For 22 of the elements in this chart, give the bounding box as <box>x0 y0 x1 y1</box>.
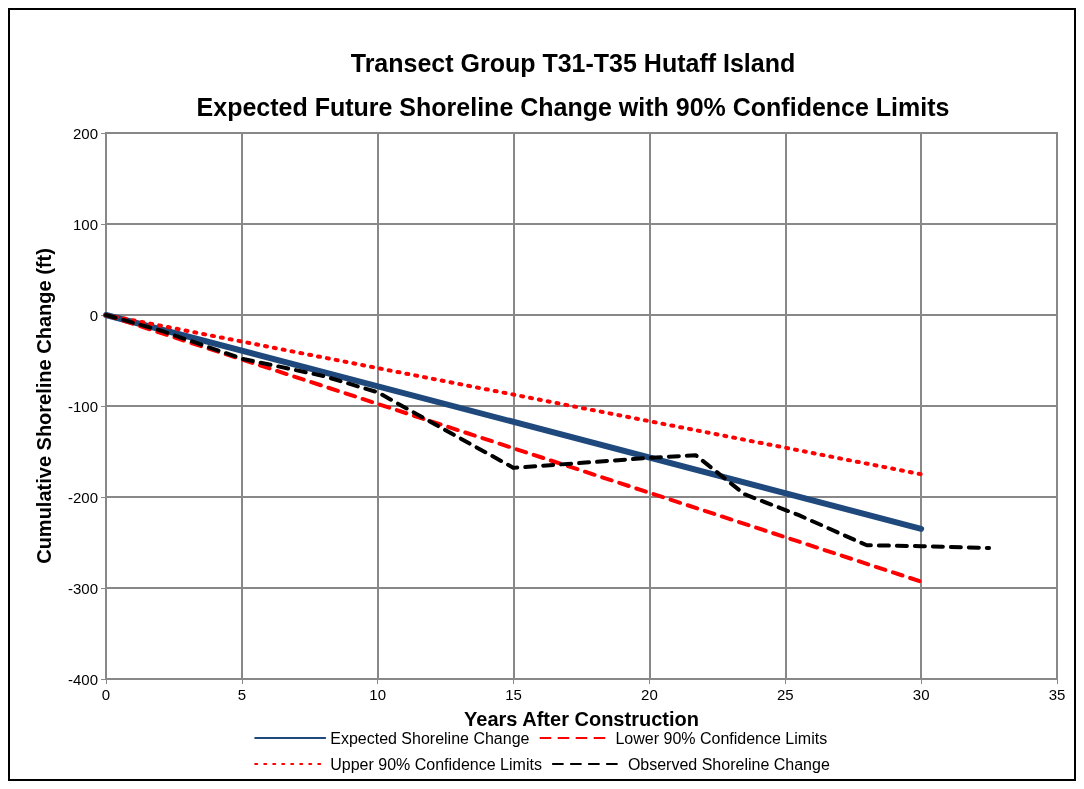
y-tick-label: 0 <box>89 306 98 324</box>
legend-label: Expected Shoreline Change <box>330 729 530 747</box>
x-tick-label: 30 <box>912 686 930 703</box>
legend-label: Observed Shoreline Change <box>627 755 830 773</box>
y-tick-label: -300 <box>67 579 98 597</box>
x-tick-label: 35 <box>1048 686 1066 703</box>
x-tick-label: 0 <box>101 686 111 703</box>
y-tick-label: -400 <box>67 670 98 688</box>
x-tick-label: 20 <box>641 686 658 703</box>
legend-label: Upper 90% Confidence Limits <box>330 755 542 773</box>
chart-title: Transect Group T31-T35 Hutaff Island Expected Future Shoreline Change with 90% Confidence Limits <box>196 49 950 121</box>
y-tick-label: -100 <box>67 397 98 415</box>
y-tick-label: -200 <box>67 488 98 506</box>
x-tick-label: 5 <box>237 686 247 703</box>
x-tick-label: 25 <box>776 686 794 703</box>
x-axis-title: Years After Construction <box>464 708 699 730</box>
y-axis-title: Cumulative Shoreline Change (ft) <box>33 248 55 564</box>
x-tick-label: 15 <box>505 686 522 703</box>
y-tick-label: 100 <box>72 215 98 233</box>
legend-label: Lower 90% Confidence Limits <box>615 729 828 747</box>
x-tick-label: 10 <box>369 686 387 703</box>
y-tick-label: 200 <box>72 124 98 142</box>
